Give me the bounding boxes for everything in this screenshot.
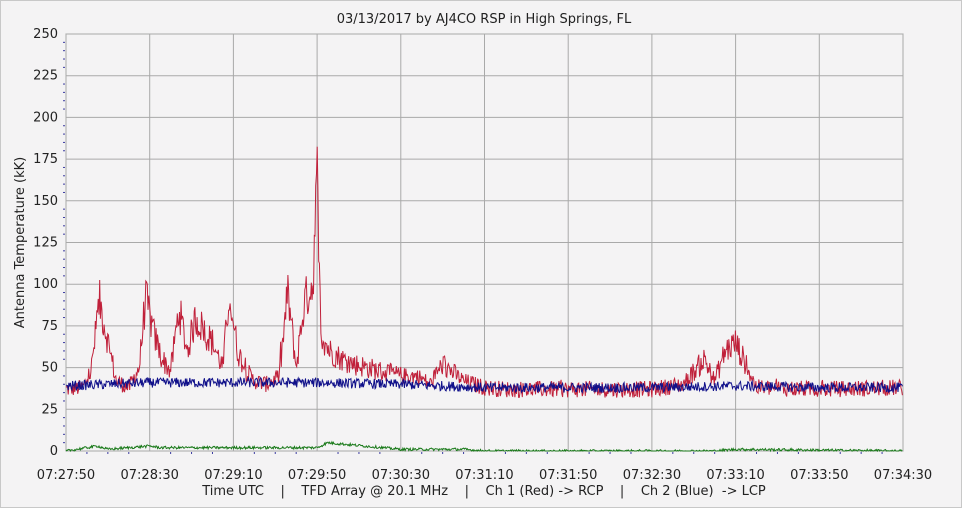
x-tick-labels: 07:27:50 07:28:30 07:29:10 07:29:50 07:30:30… <box>37 468 932 483</box>
y-tick-label: 25 <box>41 402 58 417</box>
x-tick-label: 07:29:50 <box>288 468 346 483</box>
x-tick-label: 07:33:10 <box>706 468 764 483</box>
x-tick-label: 07:33:50 <box>790 468 848 483</box>
y-tick-label: 250 <box>33 27 58 42</box>
x-tick-label: 07:27:50 <box>37 468 95 483</box>
y-tick-label: 175 <box>33 152 58 167</box>
x-tick-label: 07:34:30 <box>874 468 932 483</box>
grid <box>65 33 904 452</box>
x-tick-label: 07:31:50 <box>539 468 597 483</box>
minor-ticks <box>63 41 883 454</box>
series-line-ch3 <box>65 440 903 453</box>
series-line-ch2 <box>65 376 903 394</box>
y-axis-label: Antenna Temperature (kK) <box>13 157 28 328</box>
x-axis-label: Time UTC | TFD Array @ 20.1 MHz | Ch 1 (… <box>201 484 766 499</box>
y-tick-label: 75 <box>41 319 58 334</box>
x-tick-label: 07:29:10 <box>204 468 262 483</box>
y-tick-label: 150 <box>33 194 58 209</box>
y-tick-label: 50 <box>41 361 58 376</box>
series-layer <box>65 146 903 453</box>
chart-title: 03/13/2017 by AJ4CO RSP in High Springs,… <box>337 12 632 27</box>
x-tick-label: 07:31:10 <box>455 468 513 483</box>
y-tick-label: 0 <box>50 444 58 459</box>
y-tick-label: 200 <box>33 110 58 125</box>
y-tick-label: 125 <box>33 236 58 251</box>
x-tick-label: 07:30:30 <box>372 468 430 483</box>
y-tick-label: 225 <box>33 69 58 84</box>
x-tick-label: 07:32:30 <box>623 468 681 483</box>
y-tick-labels: 0 25 50 75 100 125 150 175 200 225 250 <box>33 27 58 459</box>
x-tick-label: 07:28:30 <box>121 468 179 483</box>
y-tick-label: 100 <box>33 277 58 292</box>
